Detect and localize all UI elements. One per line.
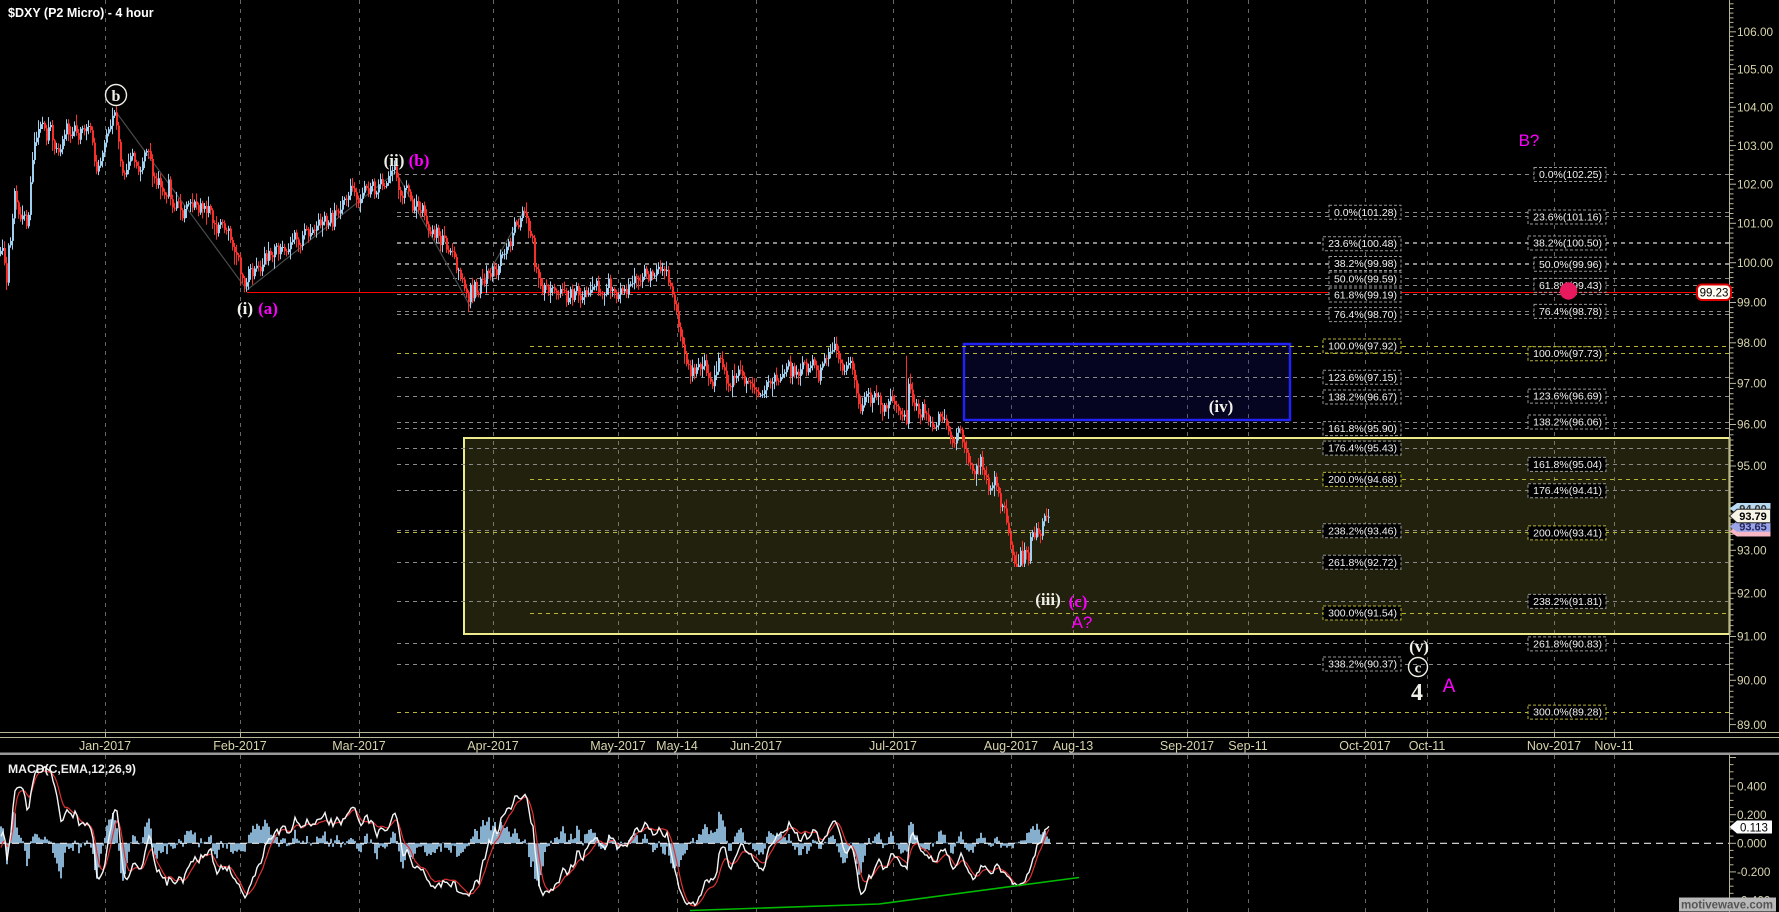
svg-text:0.400: 0.400 — [1737, 779, 1767, 793]
svg-text:38.2%(99.98): 38.2%(99.98) — [1334, 258, 1397, 270]
svg-text:101.00: 101.00 — [1737, 217, 1774, 231]
svg-text:138.2%(96.67): 138.2%(96.67) — [1328, 391, 1397, 403]
svg-text:A: A — [1443, 676, 1456, 697]
svg-text:Mar-2017: Mar-2017 — [332, 739, 386, 753]
svg-text:Jul-2017: Jul-2017 — [869, 739, 917, 753]
svg-text:123.6%(97.15): 123.6%(97.15) — [1328, 372, 1397, 384]
svg-text:0.113: 0.113 — [1740, 823, 1768, 835]
svg-text:0.0%(101.28): 0.0%(101.28) — [1334, 207, 1397, 219]
svg-text:100.0%(97.92): 100.0%(97.92) — [1328, 341, 1397, 353]
svg-text:200.0%(94.68): 200.0%(94.68) — [1328, 474, 1397, 486]
svg-text:76.4%(98.78): 76.4%(98.78) — [1539, 306, 1602, 318]
svg-text:b: b — [112, 88, 121, 105]
svg-text:Sep-2017: Sep-2017 — [1160, 739, 1214, 753]
svg-text:0.0%(102.25): 0.0%(102.25) — [1539, 169, 1602, 181]
svg-text:238.2%(93.46): 238.2%(93.46) — [1328, 525, 1397, 537]
svg-text:93.00: 93.00 — [1737, 544, 1767, 558]
svg-text:Oct-2017: Oct-2017 — [1339, 739, 1390, 753]
svg-text:123.6%(96.69): 123.6%(96.69) — [1533, 391, 1602, 403]
svg-text:(iii): (iii) — [1035, 590, 1061, 609]
svg-text:200.0%(93.41): 200.0%(93.41) — [1533, 527, 1602, 539]
svg-text:61.8%(99.19): 61.8%(99.19) — [1334, 289, 1397, 301]
svg-text:97.00: 97.00 — [1737, 377, 1767, 391]
svg-text:100.00: 100.00 — [1737, 256, 1774, 270]
svg-text:50.0%(99.96): 50.0%(99.96) — [1539, 259, 1602, 271]
svg-text:89.00: 89.00 — [1737, 718, 1767, 732]
svg-text:(i): (i) — [237, 299, 253, 318]
svg-text:Jan-2017: Jan-2017 — [79, 739, 131, 753]
svg-text:99.00: 99.00 — [1737, 296, 1767, 310]
svg-text:23.6%(101.16): 23.6%(101.16) — [1533, 211, 1602, 223]
svg-text:(a): (a) — [258, 299, 278, 318]
svg-text:-0.200: -0.200 — [1737, 865, 1771, 879]
svg-text:103.00: 103.00 — [1737, 139, 1774, 153]
svg-text:(b): (b) — [409, 151, 430, 170]
svg-text:May-2017: May-2017 — [590, 739, 646, 753]
svg-text:92.00: 92.00 — [1737, 586, 1767, 600]
svg-text:300.0%(91.54): 300.0%(91.54) — [1328, 608, 1397, 620]
svg-text:95.00: 95.00 — [1737, 459, 1767, 473]
svg-text:Sep-11: Sep-11 — [1228, 739, 1267, 753]
svg-text:161.8%(95.90): 161.8%(95.90) — [1328, 423, 1397, 435]
svg-text:0.000: 0.000 — [1737, 837, 1767, 851]
svg-text:(v): (v) — [1409, 637, 1429, 656]
svg-text:(iv): (iv) — [1209, 397, 1234, 416]
svg-text:238.2%(91.81): 238.2%(91.81) — [1533, 596, 1602, 608]
svg-text:23.6%(100.48): 23.6%(100.48) — [1328, 238, 1397, 250]
svg-text:100.0%(97.73): 100.0%(97.73) — [1533, 348, 1602, 360]
svg-text:138.2%(96.06): 138.2%(96.06) — [1533, 417, 1602, 429]
svg-text:Aug-2017: Aug-2017 — [984, 739, 1038, 753]
svg-text:261.8%(92.72): 261.8%(92.72) — [1328, 557, 1397, 569]
svg-text:176.4%(94.41): 176.4%(94.41) — [1533, 485, 1602, 497]
svg-text:Apr-2017: Apr-2017 — [467, 739, 518, 753]
svg-text:Nov-2017: Nov-2017 — [1527, 739, 1581, 753]
svg-text:99.23: 99.23 — [1700, 288, 1729, 300]
svg-text:90.00: 90.00 — [1737, 674, 1767, 688]
svg-text:(ii): (ii) — [384, 151, 405, 170]
svg-text:(c): (c) — [1069, 592, 1088, 611]
svg-text:MACD(C,EMA,12,26,9): MACD(C,EMA,12,26,9) — [8, 762, 136, 776]
svg-text:Feb-2017: Feb-2017 — [213, 739, 267, 753]
svg-text:0.200: 0.200 — [1737, 808, 1767, 822]
svg-text:91.00: 91.00 — [1737, 630, 1767, 644]
svg-text:38.2%(100.50): 38.2%(100.50) — [1533, 237, 1602, 249]
svg-text:96.00: 96.00 — [1737, 418, 1767, 432]
svg-text:76.4%(98.70): 76.4%(98.70) — [1334, 309, 1397, 321]
svg-text:$DXY (P2 Micro) - 4 hour: $DXY (P2 Micro) - 4 hour — [8, 6, 154, 20]
svg-text:Oct-11: Oct-11 — [1409, 739, 1446, 753]
svg-text:176.4%(95.43): 176.4%(95.43) — [1328, 443, 1397, 455]
svg-text:B?: B? — [1519, 131, 1540, 150]
svg-text:A?: A? — [1072, 613, 1093, 632]
svg-text:102.00: 102.00 — [1737, 177, 1774, 191]
svg-text:4: 4 — [1411, 680, 1423, 706]
svg-text:106.00: 106.00 — [1737, 25, 1774, 39]
svg-text:May-14: May-14 — [656, 739, 698, 753]
svg-text:105.00: 105.00 — [1737, 63, 1774, 77]
svg-text:Jun-2017: Jun-2017 — [730, 739, 782, 753]
svg-text:Nov-11: Nov-11 — [1594, 739, 1633, 753]
svg-text:93.79: 93.79 — [1739, 511, 1767, 523]
svg-text:c: c — [1415, 661, 1422, 677]
svg-text:50.0%(99.59): 50.0%(99.59) — [1334, 273, 1397, 285]
svg-text:Aug-13: Aug-13 — [1053, 739, 1093, 753]
svg-text:98.00: 98.00 — [1737, 336, 1767, 350]
svg-text:104.00: 104.00 — [1737, 101, 1774, 115]
svg-text:300.0%(89.28): 300.0%(89.28) — [1533, 707, 1602, 719]
svg-text:161.8%(95.04): 161.8%(95.04) — [1533, 459, 1602, 471]
svg-text:motivewave.com: motivewave.com — [1681, 900, 1773, 912]
svg-text:93.65: 93.65 — [1739, 522, 1767, 534]
svg-text:338.2%(90.37): 338.2%(90.37) — [1328, 659, 1397, 671]
svg-text:261.8%(90.83): 261.8%(90.83) — [1533, 638, 1602, 650]
